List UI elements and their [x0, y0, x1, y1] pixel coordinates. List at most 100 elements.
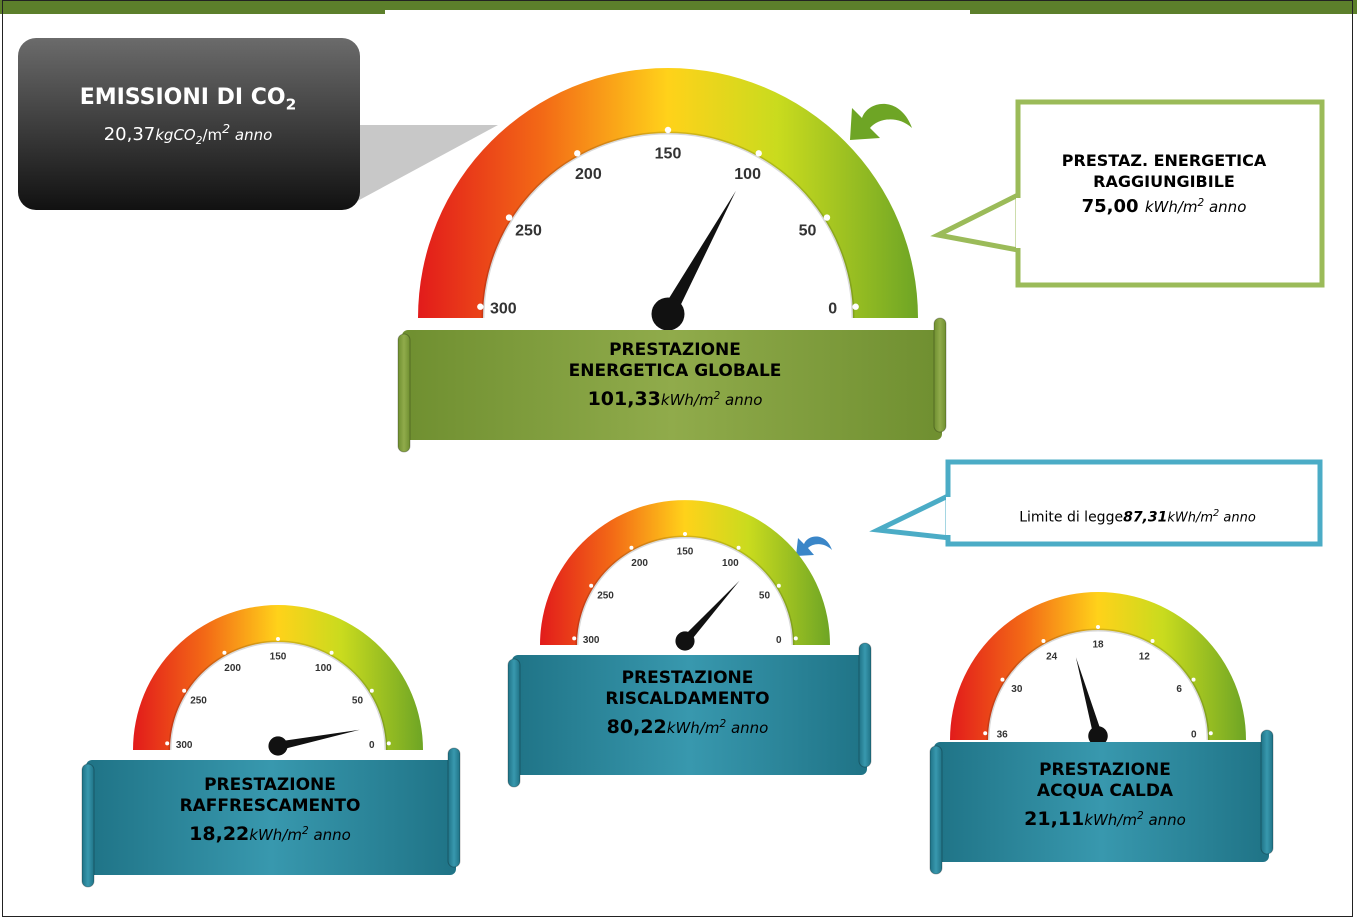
gauge-tick-dot	[477, 303, 484, 310]
banner-right-curl	[447, 747, 461, 868]
gauge-tick-label: 12	[1139, 651, 1151, 662]
co2-text: EMISSIONI DI CO2 20,37kgCO2/m2 anno	[18, 85, 358, 147]
acqua-line2: ACQUA CALDA	[1036, 781, 1174, 801]
banner-right-curl	[933, 317, 947, 433]
gauge-tick-label: 0	[1191, 730, 1197, 741]
banner-acqua-calda	[929, 729, 1274, 875]
gauge-global: 300 250 200 150 100 50 0	[414, 68, 922, 338]
gauge-needle	[661, 190, 736, 318]
gauge-tick-dot	[572, 636, 577, 641]
gauge-tick-label: 300	[490, 301, 517, 318]
gauge-hub	[675, 631, 695, 651]
gauge-arc	[950, 592, 1246, 740]
raffrescamento-line1: PRESTAZIONE	[204, 775, 336, 795]
gauge-needle	[276, 729, 360, 751]
gauge-arc	[418, 68, 918, 318]
green-arrow-icon	[850, 103, 912, 140]
gauge-tick-label: 50	[799, 222, 817, 239]
gauge-tick-dot	[755, 150, 762, 157]
gauge-arc	[133, 605, 423, 750]
gauge-tick-label: 100	[315, 663, 332, 674]
banner-left-curl	[81, 763, 95, 888]
gauge-tick-label: 0	[828, 301, 837, 318]
gauge-tick-label: 6	[1176, 684, 1182, 695]
raffrescamento-text: PRESTAZIONE RAFFRESCAMENTO 18,22kWh/m2 a…	[95, 775, 445, 845]
banner-riscaldamento	[507, 642, 872, 788]
gauge-tick-label: 0	[776, 635, 782, 646]
gauge-tick-label: 200	[224, 663, 241, 674]
limite-text: Limite di legge87,31kWh/m2 anno	[1019, 508, 1256, 526]
gauge-tick-dot	[983, 731, 988, 736]
gauge-tick-label: 18	[1092, 640, 1104, 651]
gauge-tick-dot	[165, 741, 170, 746]
raggiungibile-text: PRESTAZ. ENERGETICA RAGGIUNGIBILE 75,00 …	[1020, 150, 1308, 217]
gauge-tick-dot	[852, 303, 859, 310]
gauge-tick-label: 300	[176, 740, 193, 751]
co2-title: EMISSIONI DI CO2	[79, 85, 297, 114]
gauge-hub	[268, 736, 288, 756]
gauge-tick-dot	[505, 214, 513, 221]
gauge-tick-label: 50	[759, 590, 771, 601]
gauge-tick-label: 24	[1046, 651, 1058, 662]
raggiungibile-line2: RAGGIUNGIBILE	[1093, 172, 1235, 191]
gauge-tick-label: 250	[190, 695, 207, 706]
gauge-tick-dot	[369, 688, 374, 693]
limite-callout	[869, 459, 1323, 547]
banner-raffrescamento	[81, 747, 461, 888]
banner-left-curl	[507, 658, 521, 788]
gauge-tick-label: 200	[631, 558, 648, 569]
gauge-tick-label: 150	[270, 652, 287, 663]
gauge-tick-label: 250	[597, 590, 614, 601]
banner-left-curl	[397, 333, 411, 453]
gauge-tick-label: 300	[583, 635, 600, 646]
riscaldamento-line2: RISCALDAMENTO	[605, 689, 770, 709]
top-bar	[0, 0, 1357, 14]
gauge-tick-label: 150	[677, 547, 694, 558]
gauge-tick-dot	[574, 150, 581, 157]
gauge-tick-dot	[1096, 625, 1100, 629]
gauge-tick-dot	[1150, 639, 1155, 644]
gauge-tick-dot	[182, 688, 187, 693]
riscaldamento-line1: PRESTAZIONE	[621, 668, 754, 688]
gauge-needle	[681, 580, 740, 644]
global-text: PRESTAZIONE ENERGETICA GLOBALE 101,33kWh…	[420, 340, 930, 410]
raggiungibile-callout	[930, 99, 1325, 288]
banner-body	[934, 742, 1269, 862]
acqua-text: PRESTAZIONE ACQUA CALDA 21,11kWh/m2 anno	[940, 760, 1270, 830]
gauge-tick-dot	[664, 126, 672, 134]
gauge-tick-label: 36	[997, 730, 1009, 741]
top-bar-gap	[385, 10, 970, 14]
global-value: 101,33kWh/m2 anno	[587, 388, 763, 410]
banner-left-curl	[929, 745, 943, 875]
banner-body	[86, 760, 456, 875]
raggiungibile-value: 75,00 kWh/m2 anno	[1081, 196, 1247, 217]
gauge-tick-dot	[683, 532, 687, 536]
gauge-tick-dot	[222, 650, 227, 655]
gauge-hub	[1088, 726, 1108, 746]
raffrescamento-line2: RAFFRESCAMENTO	[179, 796, 361, 816]
gauge-tick-dot	[629, 545, 634, 550]
banner-global	[397, 317, 947, 453]
gauge-tick-label: 100	[734, 166, 761, 183]
gauge-arc	[540, 500, 830, 645]
banner-body	[402, 330, 942, 440]
co2-value: 20,37kgCO2/m2 anno	[103, 121, 273, 148]
gauge-tick-dot	[276, 637, 280, 641]
gauge-tick-dot	[1208, 731, 1213, 736]
gauge-tick-dot	[1191, 677, 1196, 682]
blue-arrow-icon	[796, 536, 832, 556]
raffrescamento-value: 18,22kWh/m2 anno	[189, 823, 351, 845]
gauge-tick-label: 200	[575, 166, 602, 183]
co2-callout	[18, 38, 498, 210]
gauge-tick-dot	[386, 741, 391, 746]
gauge-tick-dot	[736, 545, 741, 550]
gauge-tick-dot	[589, 583, 594, 588]
raggiungibile-line1: PRESTAZ. ENERGETICA	[1061, 151, 1267, 170]
gauge-tick-label: 100	[722, 558, 739, 569]
banner-right-curl	[858, 642, 872, 768]
gauge-hub	[651, 297, 685, 331]
gauge-tick-dot	[776, 583, 781, 588]
gauge-acqua-calda: 36 30 24 18 12 6 0	[946, 592, 1250, 760]
gauge-tick-label: 0	[369, 740, 375, 751]
